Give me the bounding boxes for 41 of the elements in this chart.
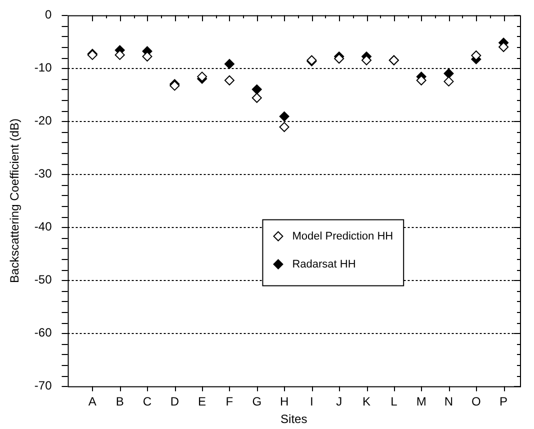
y-tick-label: -70 <box>34 378 52 393</box>
point <box>224 75 234 86</box>
point <box>252 92 262 103</box>
point <box>279 122 290 132</box>
point <box>114 50 125 60</box>
x-tick-label: J <box>336 394 342 409</box>
point <box>279 111 290 122</box>
x-tick-label: L <box>390 394 398 409</box>
x-axis-title: Sites <box>280 412 308 426</box>
x-tick-label: B <box>116 394 124 409</box>
legend-label: Radarsat HH <box>292 258 356 270</box>
y-axis-title: Backscattering Coefficient (dB) <box>8 118 22 283</box>
y-tick-label: -60 <box>34 326 52 340</box>
legend-label: Model Prediction HH <box>292 230 394 242</box>
x-tick-label: I <box>310 394 314 409</box>
x-tick-label: O <box>471 394 481 409</box>
y-tick-label: -50 <box>34 272 52 287</box>
point <box>252 84 262 94</box>
x-tick-label: P <box>500 394 508 409</box>
y-tick-label: 0 <box>45 8 52 22</box>
x-tick-label: H <box>280 394 289 409</box>
point <box>142 52 152 62</box>
point <box>498 42 509 52</box>
point <box>416 75 426 86</box>
point <box>362 55 372 66</box>
point <box>444 76 454 86</box>
x-tick-label: K <box>362 394 371 409</box>
x-tick-label: E <box>198 394 206 409</box>
x-tick-label: A <box>88 394 96 409</box>
x-tick-label: N <box>444 394 454 409</box>
x-tick-label: D <box>170 394 180 409</box>
x-tick-label: F <box>226 394 234 409</box>
x-tick-label: C <box>142 394 152 409</box>
y-tick-label: -10 <box>34 60 52 75</box>
y-tick-label: -40 <box>34 220 52 234</box>
y-tick-label: -20 <box>34 114 52 128</box>
point <box>224 58 234 69</box>
x-tick-label: M <box>416 394 426 409</box>
x-tick-label: G <box>252 394 262 409</box>
point <box>471 50 482 60</box>
y-tick-label: -30 <box>34 166 52 181</box>
